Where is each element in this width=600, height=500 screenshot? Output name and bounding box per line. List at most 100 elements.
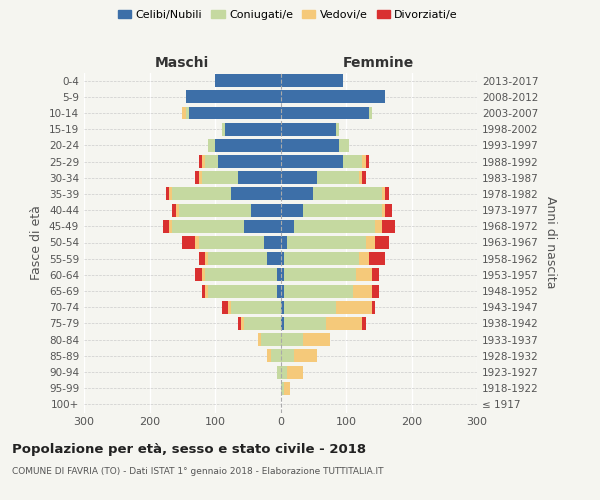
Bar [215, 74, 281, 87]
Bar [268, 350, 271, 362]
Bar [271, 350, 281, 362]
Bar [287, 366, 304, 378]
Bar [372, 284, 379, 298]
Bar [205, 252, 208, 265]
Bar [382, 188, 385, 200]
Bar [293, 220, 376, 233]
Bar [172, 220, 244, 233]
Bar [202, 284, 205, 298]
Bar [182, 106, 185, 120]
Bar [281, 172, 317, 184]
Bar [232, 301, 281, 314]
Bar [284, 317, 326, 330]
Bar [281, 301, 284, 314]
Bar [196, 268, 202, 281]
Bar [382, 204, 385, 216]
Bar [281, 106, 369, 120]
Bar [277, 284, 281, 298]
Bar [281, 317, 284, 330]
Bar [176, 204, 179, 216]
Bar [281, 90, 385, 104]
Bar [372, 301, 376, 314]
Bar [284, 252, 359, 265]
Bar [365, 236, 376, 249]
Bar [281, 74, 343, 87]
Bar [359, 252, 369, 265]
Bar [382, 220, 395, 233]
Bar [376, 220, 382, 233]
Bar [369, 252, 385, 265]
Bar [251, 204, 281, 216]
Bar [359, 172, 362, 184]
Bar [166, 188, 169, 200]
Bar [343, 155, 362, 168]
Bar [281, 284, 284, 298]
Bar [365, 155, 369, 168]
Bar [277, 366, 281, 378]
Bar [353, 284, 372, 298]
Bar [284, 301, 336, 314]
Bar [185, 106, 189, 120]
Bar [284, 268, 356, 281]
Text: COMUNE DI FAVRIA (TO) - Dati ISTAT 1° gennaio 2018 - Elaborazione TUTTITALIA.IT: COMUNE DI FAVRIA (TO) - Dati ISTAT 1° ge… [12, 468, 383, 476]
Bar [277, 268, 281, 281]
Bar [281, 204, 304, 216]
Bar [199, 172, 202, 184]
Bar [326, 317, 362, 330]
Bar [340, 139, 349, 152]
Text: Maschi: Maschi [155, 56, 209, 70]
Bar [238, 172, 281, 184]
Bar [202, 172, 238, 184]
Bar [172, 204, 176, 216]
Bar [202, 155, 205, 168]
Bar [196, 236, 199, 249]
Bar [376, 236, 389, 249]
Bar [287, 236, 365, 249]
Bar [264, 236, 281, 249]
Bar [208, 139, 215, 152]
Bar [281, 155, 343, 168]
Bar [362, 155, 365, 168]
Bar [169, 188, 172, 200]
Y-axis label: Anni di nascita: Anni di nascita [544, 196, 557, 288]
Text: Femmine: Femmine [343, 56, 415, 70]
Bar [362, 317, 365, 330]
Bar [172, 188, 232, 200]
Bar [185, 90, 281, 104]
Bar [215, 139, 281, 152]
Bar [208, 252, 268, 265]
Bar [369, 106, 372, 120]
Bar [304, 333, 329, 346]
Bar [336, 301, 372, 314]
Bar [199, 252, 205, 265]
Bar [205, 268, 277, 281]
Bar [281, 366, 287, 378]
Bar [189, 106, 281, 120]
Bar [281, 188, 313, 200]
Bar [179, 204, 251, 216]
Bar [281, 236, 287, 249]
Bar [317, 172, 359, 184]
Bar [196, 172, 199, 184]
Bar [182, 236, 196, 249]
Bar [257, 333, 261, 346]
Bar [362, 172, 365, 184]
Bar [261, 333, 281, 346]
Bar [281, 252, 284, 265]
Bar [336, 122, 340, 136]
Bar [281, 333, 304, 346]
Bar [281, 122, 336, 136]
Bar [163, 220, 169, 233]
Bar [244, 317, 281, 330]
Bar [304, 204, 382, 216]
Bar [281, 350, 293, 362]
Bar [281, 268, 284, 281]
Bar [221, 122, 225, 136]
Bar [241, 317, 244, 330]
Bar [244, 220, 281, 233]
Bar [202, 268, 205, 281]
Text: Popolazione per età, sesso e stato civile - 2018: Popolazione per età, sesso e stato civil… [12, 442, 366, 456]
Bar [205, 284, 208, 298]
Bar [218, 155, 281, 168]
Bar [228, 301, 232, 314]
